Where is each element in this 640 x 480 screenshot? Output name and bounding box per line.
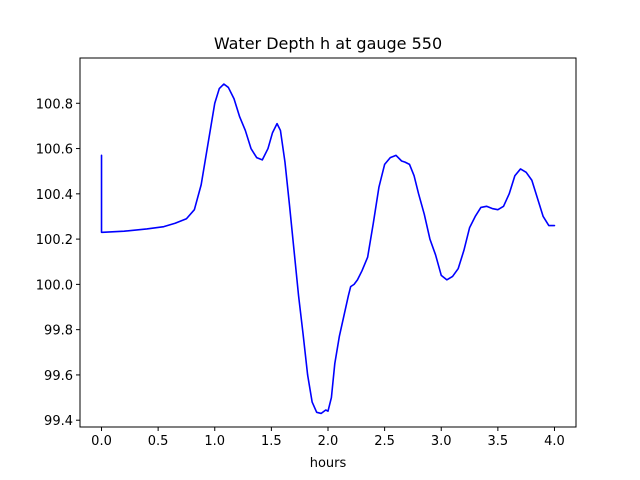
y-tick-label: 99.8 [44, 324, 73, 339]
y-tick-label: 99.4 [44, 414, 73, 429]
x-tick-label: 3.5 [488, 434, 509, 449]
x-tick-label: 2.0 [318, 434, 339, 449]
x-tick-label: 1.0 [204, 434, 225, 449]
x-tick-label: 1.5 [261, 434, 282, 449]
x-tick-label: 3.0 [431, 434, 452, 449]
x-tick-label: 2.5 [374, 434, 395, 449]
x-axis-label: hours [310, 456, 347, 471]
plot-frame [79, 57, 577, 428]
x-tick-label: 0.0 [91, 434, 112, 449]
plot-area: 0.0 0.5 1.0 1.5 2.0 2.5 3.0 3.5 4.0 99.4 99.6 99.8 1… [36, 57, 577, 449]
x-tick-label: 0.5 [148, 434, 169, 449]
y-tick-label: 100.8 [36, 97, 73, 112]
y-tick-label: 99.6 [44, 369, 73, 384]
series-line [100, 83, 556, 415]
y-tick-label: 100.6 [36, 143, 73, 158]
y-tick-label: 100.0 [36, 278, 73, 293]
chart-title: Water Depth h at gauge 550 [214, 34, 442, 53]
y-tick-label: 100.4 [36, 188, 73, 203]
x-tick-label: 4.0 [544, 434, 565, 449]
y-tick-label: 100.2 [36, 233, 73, 248]
